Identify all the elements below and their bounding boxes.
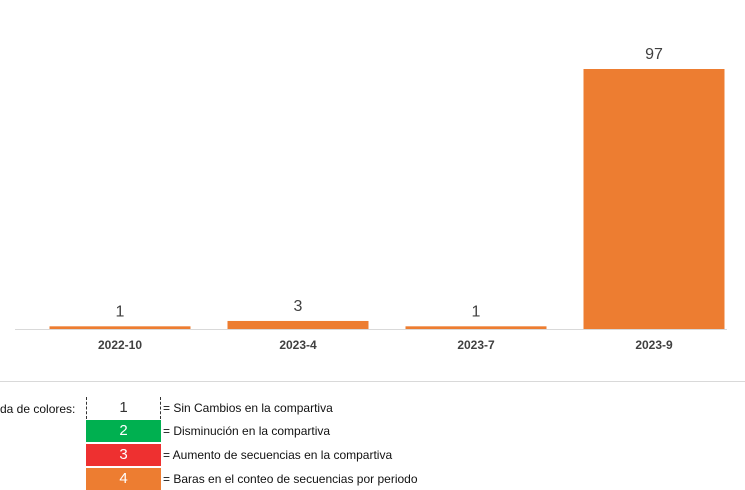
x-tick-label-2022-10: 2022-10: [98, 338, 142, 352]
legend-row-2: 2 = Disminución en la compartiva: [86, 420, 745, 442]
data-label-2023-4: 3: [294, 298, 303, 315]
legend-swatch-4: 4: [86, 468, 161, 490]
legend-description-4: = Baras en el conteo de secuencias por p…: [163, 472, 418, 486]
legend-row-4: 4 = Baras en el conteo de secuencias por …: [86, 468, 745, 490]
bar-2023-9: [583, 69, 725, 329]
bar-2022-10: [49, 326, 191, 329]
bar-chart: 1 2022-10 3 2023-4 1 2023-7 97 2023-9: [15, 46, 727, 352]
x-tick-label-2023-4: 2023-4: [279, 338, 317, 352]
bar-2023-7: [405, 326, 547, 329]
legend-swatch-2: 2: [86, 420, 161, 442]
legend-row-3: 3 = Aumento de secuencias en la compartiv…: [86, 444, 745, 466]
x-tick-label-2023-9: 2023-9: [635, 338, 673, 352]
legend-swatch-1: 1: [86, 397, 161, 419]
data-label-2023-9: 97: [645, 46, 663, 63]
bar-2023-4: [227, 320, 369, 329]
legend-description-1: = Sin Cambios en la compartiva: [163, 401, 333, 415]
data-label-2023-7: 1: [472, 303, 481, 320]
color-legend-title: da de colores:: [0, 402, 76, 416]
legend-row-1: 1 = Sin Cambios en la compartiva: [86, 397, 745, 419]
legend-description-2: = Disminución en la compartiva: [163, 424, 331, 438]
legend-divider: [0, 381, 745, 382]
legend-swatch-3: 3: [86, 444, 161, 466]
legend-description-3: = Aumento de secuencias en la compartiva: [163, 448, 393, 462]
data-label-2022-10: 1: [116, 303, 125, 320]
x-tick-label-2023-7: 2023-7: [457, 338, 495, 352]
